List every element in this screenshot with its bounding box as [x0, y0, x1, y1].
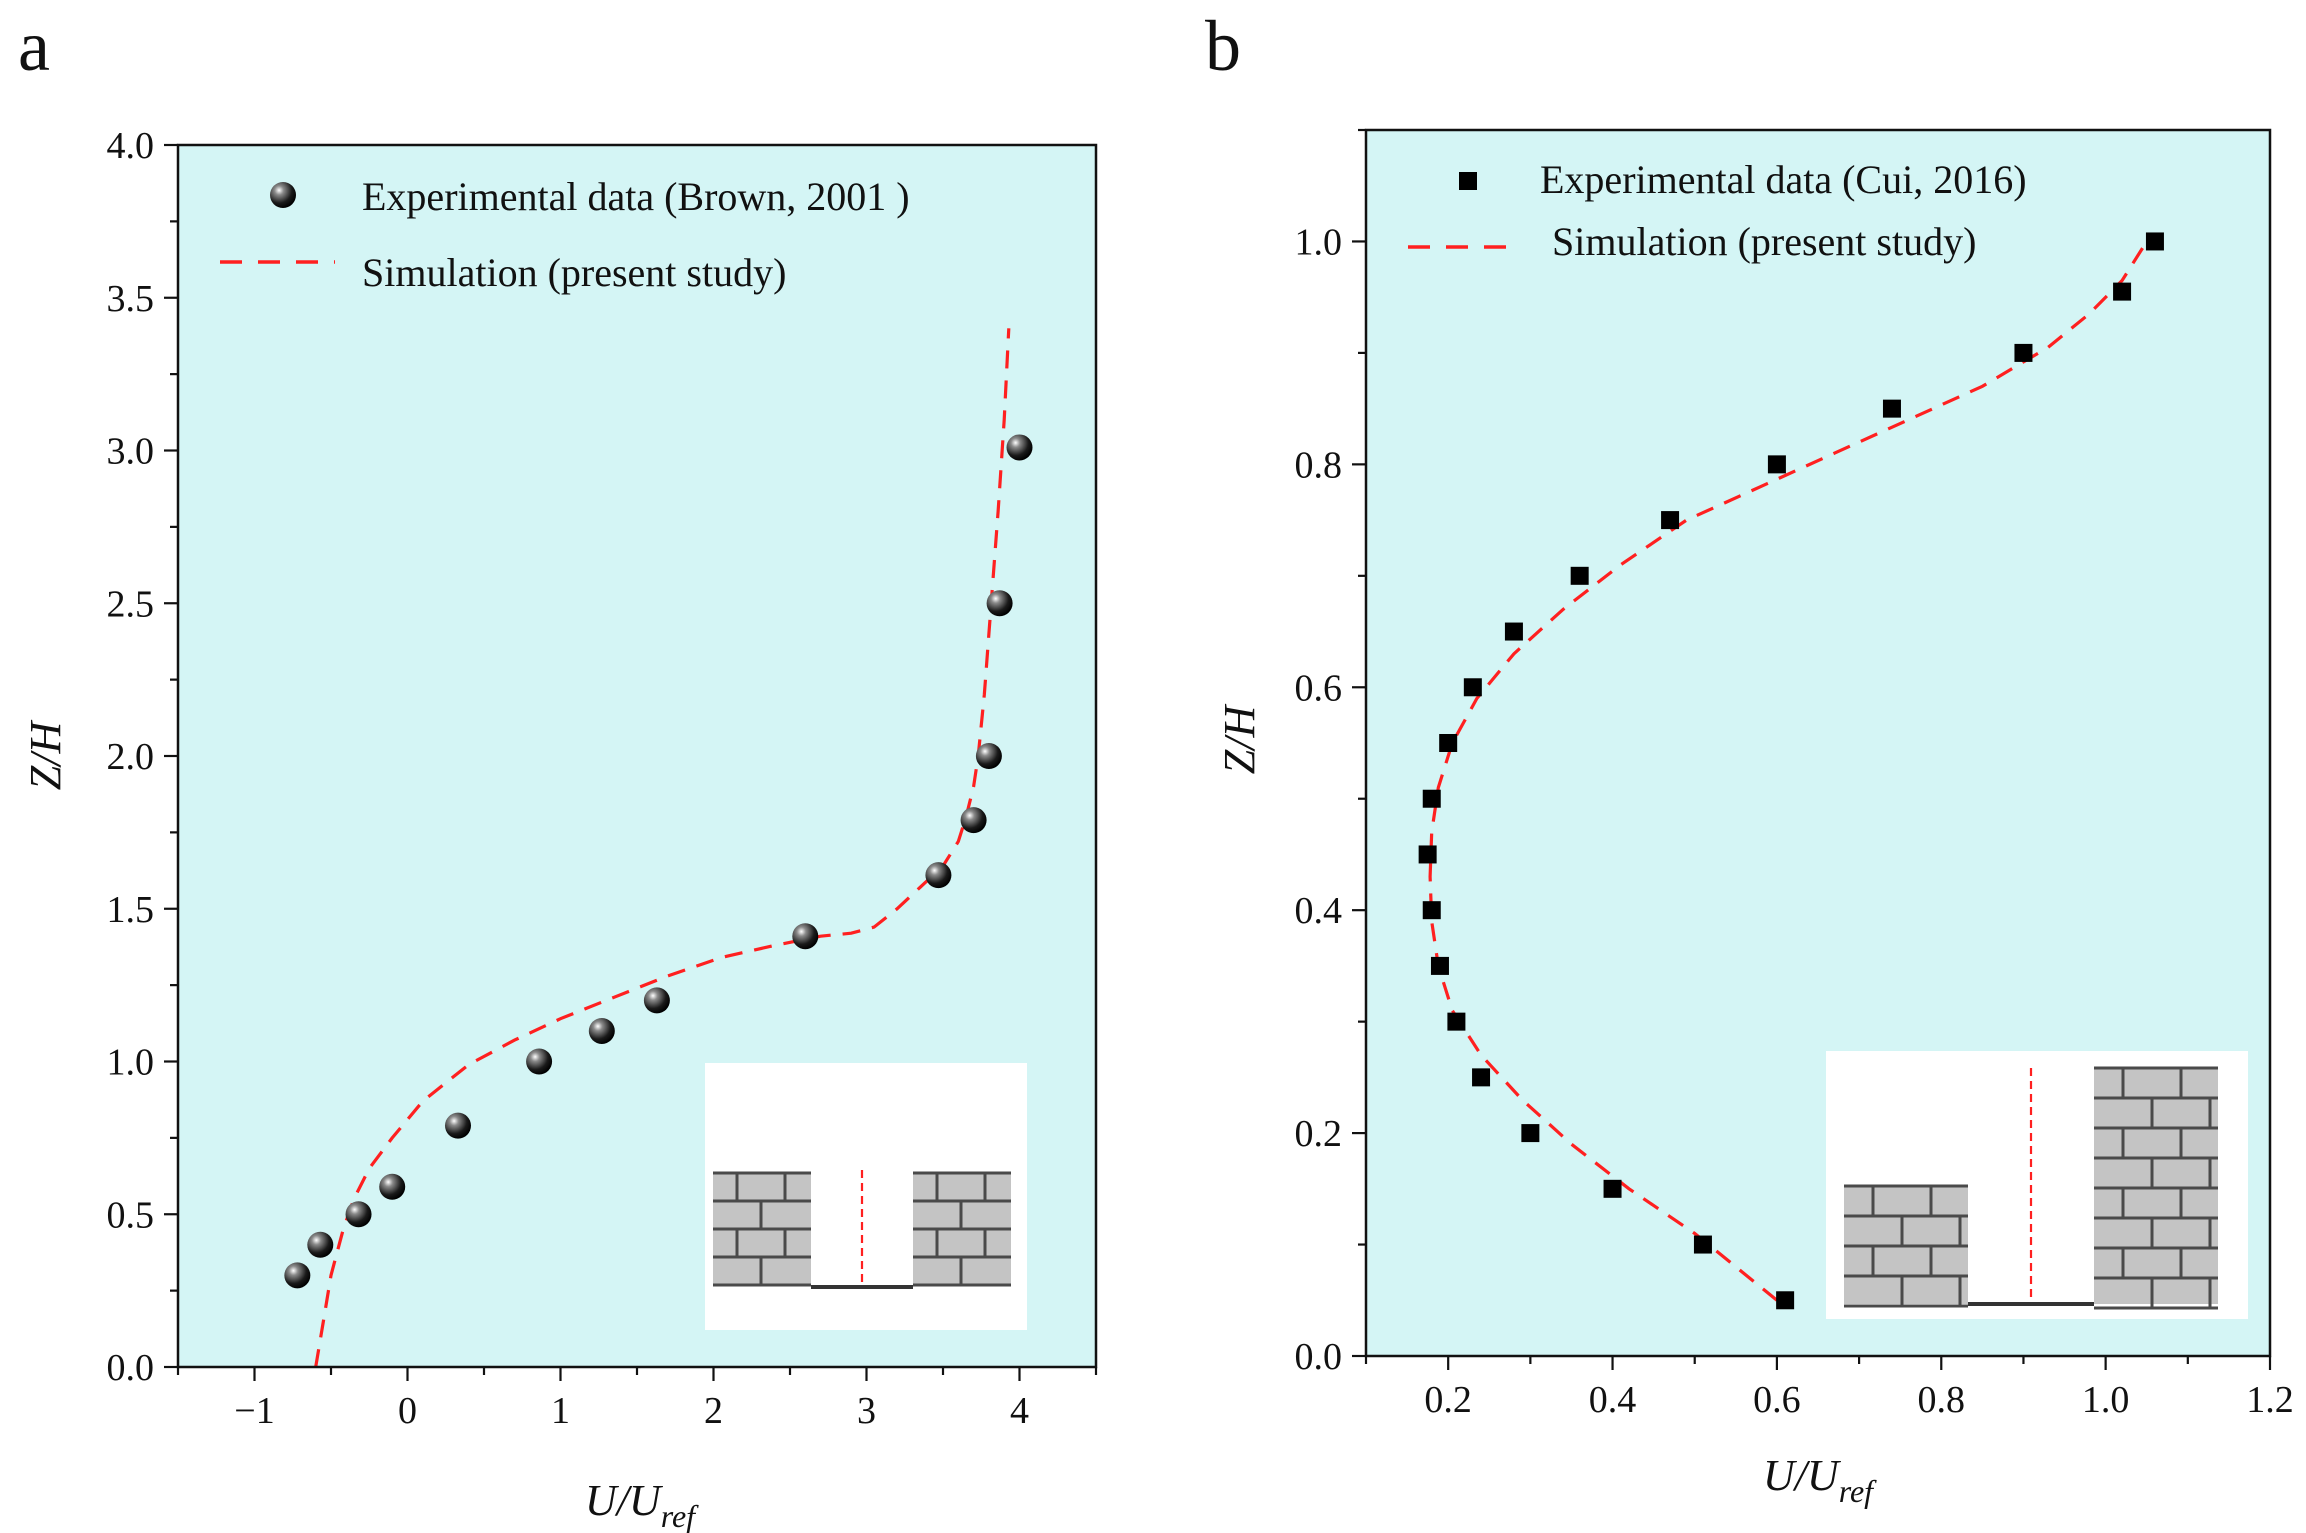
experimental-point: [1463, 678, 1482, 697]
panel-b-frame: [1364, 128, 2272, 1358]
x-tick-label: 0.2: [1424, 1379, 1472, 1421]
y-tick-label: 3.5: [107, 278, 155, 320]
experimental-point: [1504, 622, 1523, 641]
y-tick-label: 1.5: [107, 889, 155, 931]
y-tick-label: 0.4: [1295, 890, 1343, 932]
x-tick-label: 2: [704, 1390, 723, 1432]
experimental-point: [1447, 1012, 1466, 1031]
experimental-point: [1521, 1124, 1540, 1143]
y-tick-label: 1.0: [107, 1042, 155, 1084]
panel-b-legend: Experimental data (Cui, 2016) Simulation…: [1408, 157, 2027, 264]
x-tick-label: 0.8: [1918, 1379, 1966, 1421]
experimental-point: [444, 1112, 471, 1139]
experimental-point: [2014, 343, 2033, 362]
experimental-point: [588, 1017, 615, 1044]
simulation-series-line: [1428, 240, 2149, 1302]
panel-a-x-axis-title: U/Uref: [585, 1476, 699, 1533]
x-title-sub: ref: [1839, 1473, 1877, 1509]
experimental-point: [1570, 566, 1589, 585]
panel-b-label: b: [1205, 6, 1241, 86]
experimental-point: [1776, 1291, 1795, 1310]
x-tick-label: 0.4: [1589, 1379, 1637, 1421]
experimental-point: [1603, 1179, 1622, 1198]
panel-a: a −1 0 1 2 3 4 0.0 0.5 1.0 1.5 2.0 2.5 3.0 3.5 4.0 Ex…: [18, 6, 1098, 1533]
panel-b-x-ticks: 0.2 0.4 0.6 0.8 1.0 1.2: [1364, 1356, 2294, 1421]
experimental-point: [1661, 511, 1680, 530]
legend-experimental-label: Experimental data (Cui, 2016): [1540, 157, 2027, 202]
experimental-point: [526, 1048, 553, 1075]
x-tick-label: 0.6: [1753, 1379, 1801, 1421]
x-tick-label: 0: [398, 1390, 417, 1432]
panel-b-y-ticks: 0.0 0.2 0.4 0.6 0.8 1.0: [1295, 128, 1366, 1378]
experimental-point: [307, 1231, 334, 1258]
panel-a-label: a: [18, 6, 50, 86]
x-title-sub: ref: [661, 1498, 699, 1533]
experimental-point: [1767, 455, 1786, 474]
x-tick-label: 1.0: [2082, 1379, 2130, 1421]
x-tick-label: 4: [1010, 1390, 1029, 1432]
experimental-point: [986, 590, 1013, 617]
y-tick-label: 0.5: [107, 1194, 155, 1236]
panel-a-simulation-line: [314, 328, 1011, 1368]
experimental-point: [1422, 901, 1441, 920]
y-tick-label: 0.8: [1295, 444, 1343, 486]
panel-a-x-ticks: −1 0 1 2 3 4: [176, 1367, 1098, 1432]
experimental-point: [925, 862, 952, 889]
experimental-point: [2145, 232, 2164, 251]
y-tick-label: 4.0: [107, 125, 155, 167]
experimental-point: [975, 743, 1002, 769]
panel-b-y-axis-title: Z/H: [1215, 704, 1264, 775]
y-tick-label: 3.0: [107, 431, 155, 473]
y-tick-label: 0.2: [1295, 1113, 1343, 1155]
experimental-point: [1472, 1068, 1491, 1087]
panel-b-x-axis-title: U/Uref: [1763, 1451, 1877, 1509]
y-tick-label: 0.0: [107, 1347, 155, 1389]
experimental-point: [1882, 399, 1901, 418]
experimental-point: [1422, 789, 1441, 808]
panel-a-y-axis-title: Z/H: [21, 720, 70, 791]
legend-square-marker: [1459, 172, 1477, 190]
x-tick-label: 1: [551, 1390, 570, 1432]
y-tick-label: 1.0: [1295, 221, 1343, 263]
legend-simulation-label: Simulation (present study): [1552, 219, 1976, 264]
legend-sphere-marker: [270, 182, 296, 208]
legend-simulation-label: Simulation (present study): [362, 250, 786, 295]
panel-a-experimental-points: [284, 434, 1033, 1289]
y-tick-label: 0.6: [1295, 667, 1343, 709]
y-tick-label: 0.0: [1295, 1336, 1343, 1378]
y-tick-label: 2.0: [107, 736, 155, 778]
panel-a-y-ticks: 0.0 0.5 1.0 1.5 2.0 2.5 3.0 3.5 4.0: [107, 125, 178, 1389]
panel-b-experimental-points: [1418, 232, 2164, 1310]
panel-b-simulation-line: [1428, 240, 2149, 1302]
experimental-point: [1693, 1235, 1712, 1254]
experimental-point: [792, 923, 819, 950]
experimental-point: [1439, 734, 1458, 752]
experimental-point: [1418, 845, 1437, 864]
experimental-point: [643, 987, 670, 1014]
experimental-point: [1430, 956, 1449, 975]
x-tick-label: 3: [857, 1390, 876, 1432]
experimental-point: [2113, 282, 2132, 301]
simulation-series-line: [314, 328, 1011, 1368]
experimental-point: [960, 807, 987, 834]
x-title-main: U/U: [585, 1476, 664, 1525]
panel-a-inset-symmetric-canyon: [705, 1063, 1027, 1330]
experimental-point: [284, 1262, 311, 1289]
legend-experimental-label: Experimental data (Brown, 2001 ): [362, 174, 910, 219]
x-tick-label: 1.2: [2246, 1379, 2294, 1421]
panel-b-inset-step-up-canyon: [1826, 1051, 2248, 1319]
x-title-main: U/U: [1763, 1451, 1842, 1500]
x-tick-label: −1: [234, 1390, 274, 1432]
experimental-point: [1006, 434, 1033, 461]
panel-a-legend: Experimental data (Brown, 2001 ) Simulat…: [220, 174, 910, 295]
y-tick-label: 2.5: [107, 583, 155, 625]
experimental-point: [379, 1173, 406, 1200]
experimental-point: [345, 1201, 372, 1228]
panel-b: b 0.2 0.4 0.6 0.8 1.0 1.2 0.00.20.40.60.81.0 …: [1205, 6, 2294, 1509]
building-block: [2094, 1068, 2218, 1304]
